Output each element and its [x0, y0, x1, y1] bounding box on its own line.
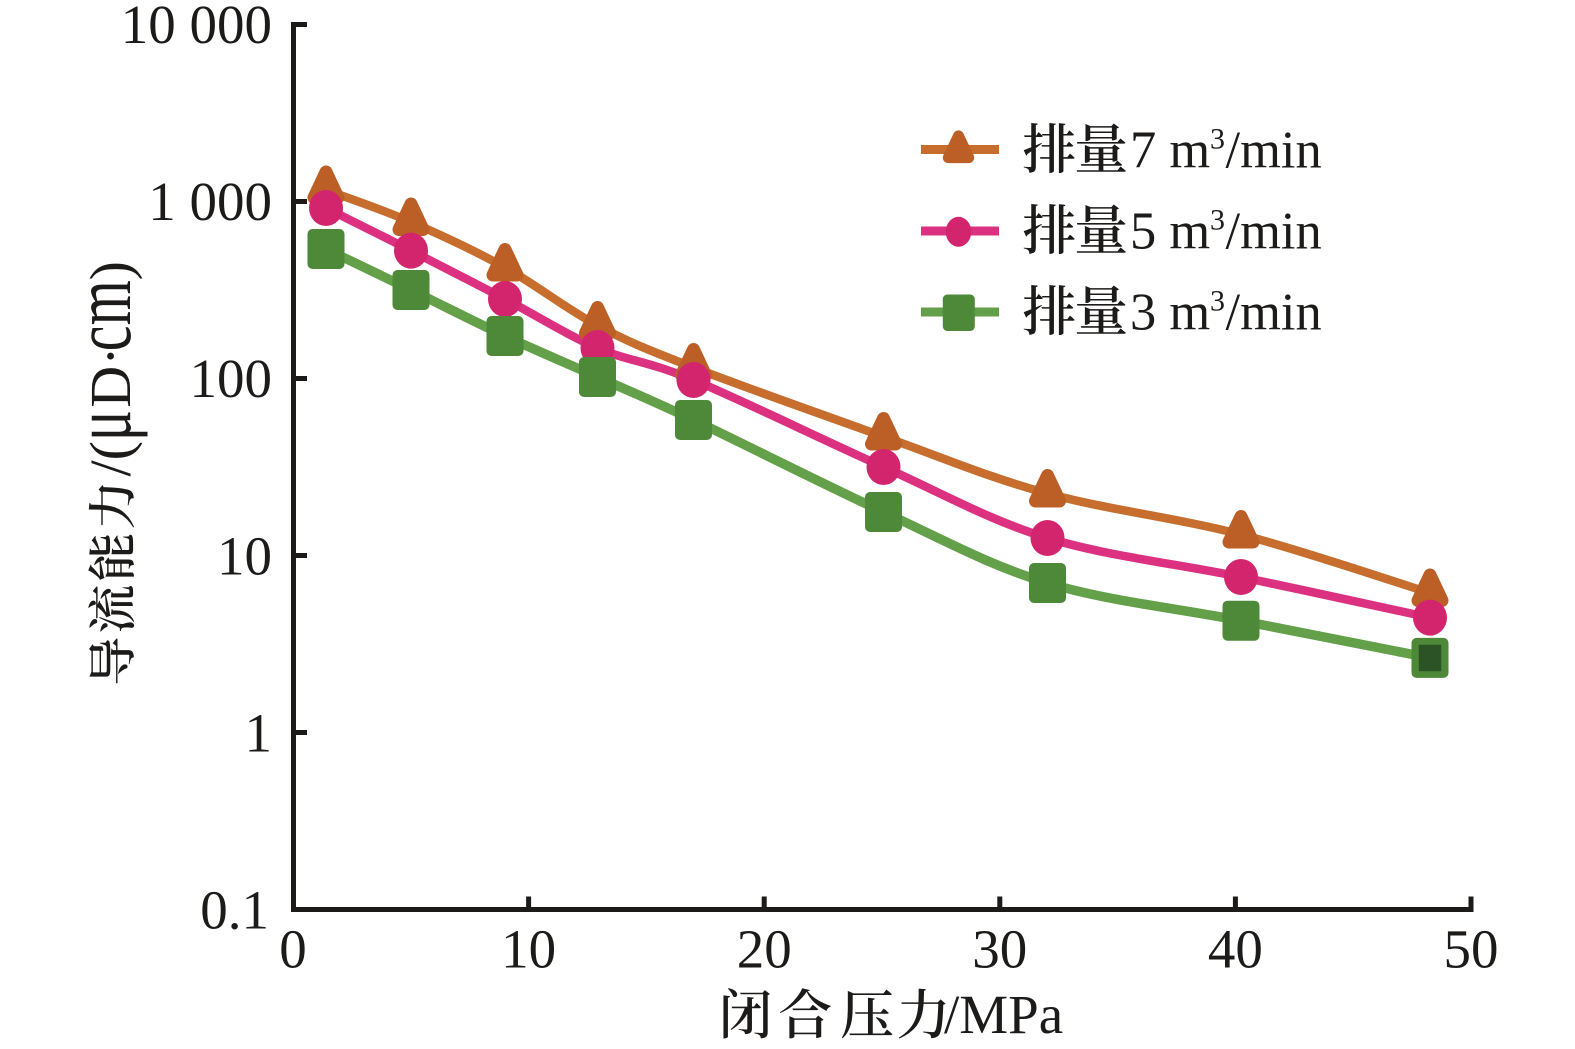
- svg-text:10: 10: [501, 919, 556, 980]
- svg-text:/min: /min: [1226, 203, 1322, 261]
- svg-text:c: c: [58, 325, 148, 351]
- svg-text:1 000: 1 000: [148, 171, 272, 232]
- svg-text:(: (: [78, 441, 143, 460]
- svg-text:30: 30: [972, 919, 1027, 980]
- svg-text:3: 3: [1210, 285, 1225, 318]
- svg-text:/min: /min: [1226, 122, 1322, 180]
- svg-text:0: 0: [279, 919, 307, 980]
- svg-text:40: 40: [1208, 919, 1263, 980]
- svg-text:7 m: 7 m: [1130, 122, 1210, 180]
- svg-text:5 m: 5 m: [1130, 203, 1210, 261]
- svg-text:/min: /min: [1226, 284, 1322, 342]
- svg-text:): ): [78, 261, 143, 280]
- svg-text:/: /: [78, 460, 143, 477]
- svg-text:10: 10: [217, 526, 272, 587]
- svg-text:3 m: 3 m: [1130, 284, 1210, 342]
- svg-text:m: m: [58, 280, 148, 325]
- svg-text:0.1: 0.1: [200, 880, 269, 941]
- svg-text:μ: μ: [58, 410, 148, 441]
- svg-text:D: D: [78, 366, 143, 408]
- svg-text:·: ·: [78, 346, 143, 365]
- svg-text:10 000: 10 000: [121, 0, 272, 55]
- svg-text:1: 1: [245, 703, 273, 764]
- svg-text:3: 3: [1210, 123, 1225, 156]
- svg-text:20: 20: [737, 919, 792, 980]
- svg-text:100: 100: [190, 348, 273, 409]
- svg-text:50: 50: [1444, 919, 1499, 980]
- svg-text:3: 3: [1210, 204, 1225, 237]
- svg-text:/MPa: /MPa: [944, 984, 1063, 1045]
